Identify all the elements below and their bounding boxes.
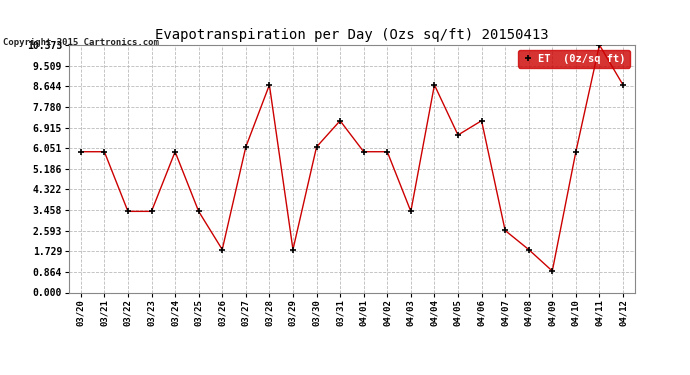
- Text: Copyright 2015 Cartronics.com: Copyright 2015 Cartronics.com: [3, 38, 159, 47]
- Legend: ET  (0z/sq ft): ET (0z/sq ft): [518, 50, 629, 68]
- Title: Evapotranspiration per Day (Ozs sq/ft) 20150413: Evapotranspiration per Day (Ozs sq/ft) 2…: [155, 28, 549, 42]
